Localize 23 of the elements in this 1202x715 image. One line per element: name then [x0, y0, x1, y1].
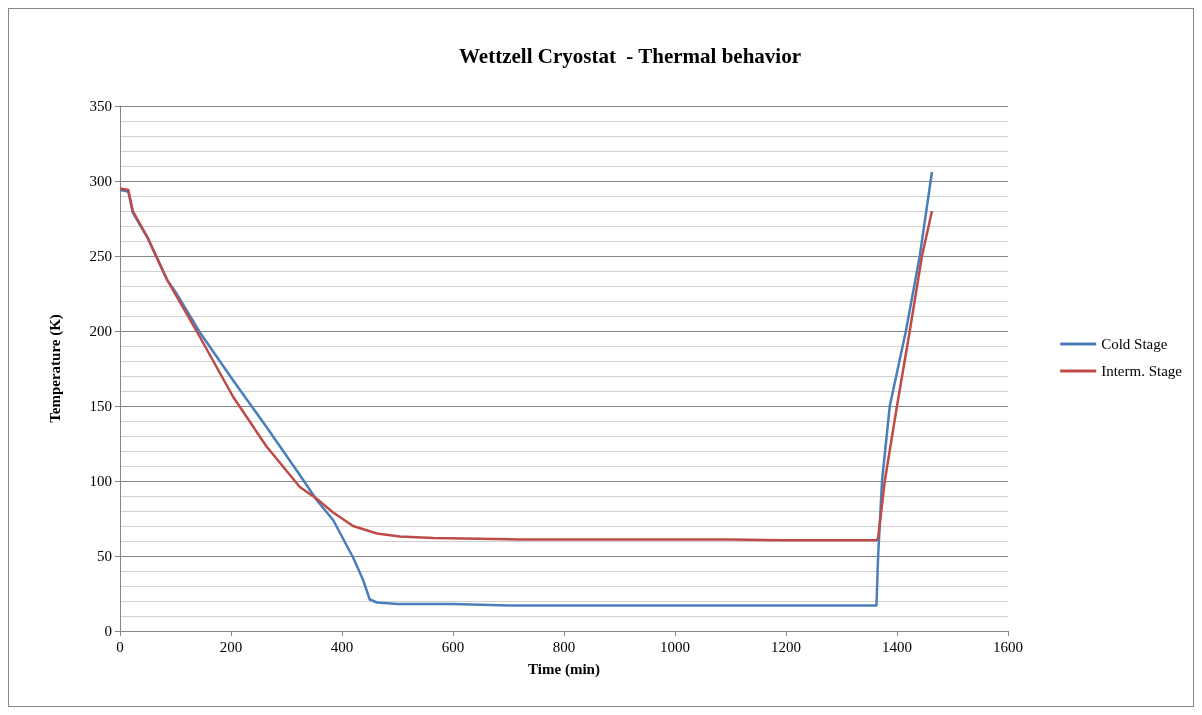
x-tick-label: 1200: [771, 638, 801, 655]
y-tick-label: 100: [89, 473, 112, 489]
legend-label: Cold Stage: [1101, 336, 1168, 352]
y-tick-label: 150: [89, 398, 112, 414]
legend-label: Interm. Stage: [1101, 363, 1183, 379]
y-tick-label: 300: [89, 173, 112, 189]
x-axis-title: Time (min): [528, 660, 600, 678]
x-tick-label: 800: [552, 638, 576, 655]
x-tick-label: 1000: [660, 638, 690, 655]
x-tick-label: 400: [330, 638, 354, 655]
line-series: [118, 187, 934, 542]
x-tick-label: 200: [219, 638, 243, 655]
x-tick-label: 1400: [882, 638, 912, 655]
y-axis-title: Temperature (K): [46, 314, 64, 423]
y-tick-label: 50: [97, 548, 112, 564]
x-tick-label: 1600: [993, 638, 1023, 655]
y-tick-label: 0: [104, 623, 112, 639]
chart-title: Wettzell Cryostat - Thermal behavior: [459, 43, 801, 68]
y-tick-label: 200: [89, 323, 112, 339]
x-tick-label: 0: [116, 638, 124, 655]
y-tick-label: 350: [89, 98, 112, 114]
y-tick-label: 250: [89, 248, 112, 264]
x-tick-label: 600: [441, 638, 465, 655]
